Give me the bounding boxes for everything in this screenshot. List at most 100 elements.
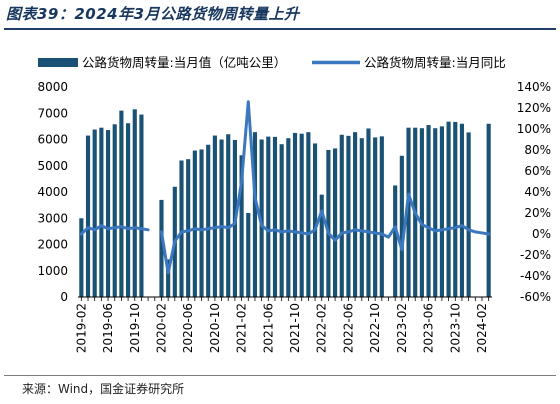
bar-2022-03 [326,150,331,297]
bar-2022-09 [366,128,371,297]
bar-2020-07 [192,150,197,297]
bar-2020-10 [212,135,217,297]
right-axis: -60% -40% -20% 0% 20% 40% 60% 80% 100% 120% 140% [517,80,551,304]
bar-2022-01 [312,143,318,297]
bar-2019-02 [79,218,84,297]
x-tick-label: 2021-06 [261,303,275,353]
bar-2022-07 [353,132,358,297]
bar-2020-03 [166,259,171,297]
bar-series [79,109,491,298]
x-tick-label: 2023-06 [422,303,436,353]
line-series [79,100,491,275]
bar-2023-08 [439,126,444,298]
bar-2023-03 [406,127,411,297]
bar-2023-02 [399,155,404,297]
right-tick-label: 140% [517,80,551,94]
bar-2021-12 [306,132,311,297]
left-tick-label: 4000 [37,185,68,199]
bar-2021-05 [259,139,264,297]
bar-2022-11 [379,136,384,297]
bar-2020-09 [206,144,211,297]
right-tick-label: 20% [524,206,551,220]
footer-rule [4,375,556,376]
yoy-line [79,100,491,275]
x-tick-label: 2023-10 [448,303,462,353]
right-tick-label: 40% [524,185,551,199]
x-tick-label: 2019-10 [128,303,142,353]
x-axis: 2019-02 2019-06 2019-10 2020-02 2020-06 2020-… [74,296,492,353]
x-tick-label: 2022-10 [368,303,382,353]
bar-2022-08 [359,138,364,297]
bar-2021-02 [239,155,244,297]
bar-2019-10 [132,109,137,297]
left-tick-label: 1000 [37,264,68,278]
chart-legend: 公路货物周转量:当月值（亿吨公里） 公路货物周转量:当月同比 [38,55,506,70]
x-tick-label: 2022-02 [315,303,329,353]
right-tick-label: 80% [524,143,551,157]
bar-2019-11 [139,114,144,297]
bar-2023-07 [433,128,438,297]
left-tick-label: 8000 [37,80,68,94]
bar-2020-06 [186,159,191,297]
bar-2019-08 [119,110,124,298]
left-tick-label: 6000 [37,133,68,147]
x-tick-label: 2023-02 [395,303,409,353]
bar-2020-11 [219,139,224,297]
bar-2022-10 [373,137,378,297]
bar-2021-10 [292,132,298,297]
bar-2023-01 [393,185,398,297]
bar-2022-04 [333,148,338,297]
x-tick-label: 2020-02 [154,303,168,353]
bar-2021-03 [246,213,251,297]
bar-2019-07 [112,124,117,297]
bar-2023-11 [459,123,465,297]
bar-2022-02 [319,194,324,298]
x-tick-label: 2020-10 [208,303,222,353]
x-tick-label: 2020-06 [181,303,195,353]
bar-2023-12 [466,132,471,297]
source-note: 来源：Wind，国金证券研究所 [22,382,185,396]
bar-2019-05 [99,127,104,297]
left-axis: 0 1000 2000 3000 4000 5000 6000 7000 8000 [37,80,68,304]
legend-bar-swatch [38,58,78,67]
bar-2021-11 [299,133,304,297]
bar-2021-09 [286,138,291,297]
x-tick-label: 2019-02 [74,303,88,353]
bar-2023-09 [446,121,451,298]
x-tick-label: 2021-02 [235,303,249,353]
x-tick-label: 2019-06 [101,303,115,353]
legend-bar-label: 公路货物周转量:当月值（亿吨公里） [82,55,286,70]
right-tick-label: -40% [520,269,551,283]
bar-2019-06 [105,130,111,297]
x-tick-label: 2024-02 [475,303,489,353]
bar-2021-07 [272,136,278,298]
bar-2020-02 [159,199,164,298]
left-tick-label: 3000 [37,211,68,225]
bar-2021-04 [252,132,258,297]
title-rule [4,28,556,30]
bar-2023-06 [426,125,431,297]
right-tick-label: 60% [524,164,551,178]
bar-2023-05 [419,128,424,297]
bar-2020-08 [199,149,204,297]
left-tick-label: 2000 [37,238,68,252]
right-tick-label: 0% [532,227,551,241]
chart-canvas: 公路货物周转量:当月值（亿吨公里） 公路货物周转量:当月同比 0 1000 2000… [37,55,551,353]
bar-2021-08 [279,144,284,297]
right-tick-label: -60% [520,290,551,304]
bar-2022-06 [346,135,351,297]
x-tick-label: 2022-06 [341,303,355,353]
bar-2019-09 [126,123,131,297]
bar-2022-05 [339,134,344,297]
bar-2020-05 [179,160,184,297]
bar-2021-06 [266,136,271,297]
left-tick-label: 0 [60,290,68,304]
right-tick-label: -20% [520,248,551,262]
left-tick-label: 7000 [37,106,68,120]
bar-2023-10 [453,121,458,297]
right-tick-label: 100% [517,122,551,136]
bar-2019-03 [85,135,91,297]
right-tick-label: 120% [517,101,551,115]
legend-line-label: 公路货物周转量:当月同比 [364,55,506,70]
bar-2020-12 [226,134,231,297]
